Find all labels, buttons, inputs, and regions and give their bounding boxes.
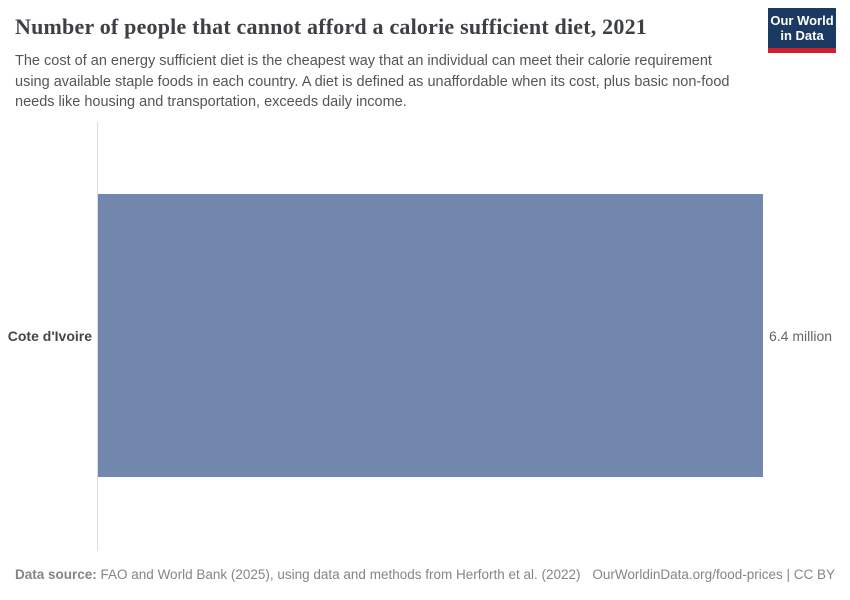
attribution-link[interactable]: OurWorldinData.org/food-prices | CC BY (592, 567, 835, 582)
chart-footer: Data source: FAO and World Bank (2025), … (15, 567, 835, 582)
owid-logo[interactable]: Our World in Data (768, 8, 836, 53)
data-source-note: Data source: FAO and World Bank (2025), … (15, 567, 581, 582)
owid-logo-line1: Our World (770, 12, 834, 28)
owid-logo-line2: in Data (780, 28, 824, 43)
chart-subtitle: The cost of an energy sufficient diet is… (15, 53, 730, 111)
chart-title: Number of people that cannot afford a ca… (15, 14, 647, 39)
bar-cote-divoire[interactable] (98, 194, 763, 477)
data-source-label: Data source: (15, 567, 97, 582)
data-source-text: FAO and World Bank (2025), using data an… (96, 567, 581, 582)
bar-value-label: 6.4 million (769, 328, 833, 344)
attribution-text[interactable]: OurWorldinData.org/food-prices | CC BY (592, 567, 835, 582)
y-axis-line (97, 122, 98, 551)
bar-label-cote-divoire: Cote d'Ivoire (7, 328, 92, 344)
chart-plot-area: Cote d'Ivoire 6.4 million (0, 120, 850, 552)
